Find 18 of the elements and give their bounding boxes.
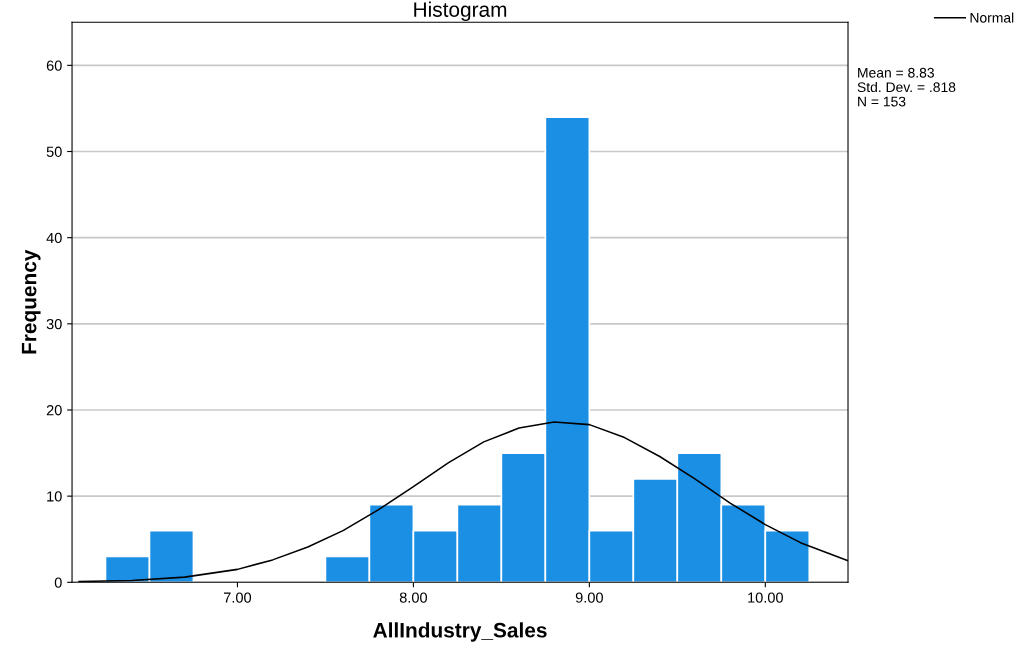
y-tick-label: 10 — [47, 491, 62, 502]
x-tick-label: 9.00 — [575, 592, 603, 603]
y-tick-label: 20 — [46, 405, 62, 416]
y-tick-label: 30 — [46, 318, 62, 330]
chart-title: Histogram — [414, 1, 507, 22]
y-tick-label: 40 — [46, 232, 62, 244]
text: N = 153 — [858, 96, 906, 107]
x-axis-title: AllIndustry_Sales — [373, 622, 547, 642]
y-tick-label: 50 — [46, 146, 62, 157]
x-tick-label: 8.00 — [399, 592, 428, 603]
text: Std. Dev. = .818 — [857, 81, 956, 93]
x-tick-label: 10.00 — [748, 592, 783, 603]
x-tick-label: 7.00 — [224, 592, 252, 603]
legend-label: Normal — [970, 12, 1014, 23]
text: Mean = 8.83 — [858, 67, 934, 78]
y-tick-label: 0 — [54, 577, 62, 588]
y-axis-title: Frequency — [21, 249, 41, 354]
y-tick-label: 60 — [46, 60, 62, 71]
